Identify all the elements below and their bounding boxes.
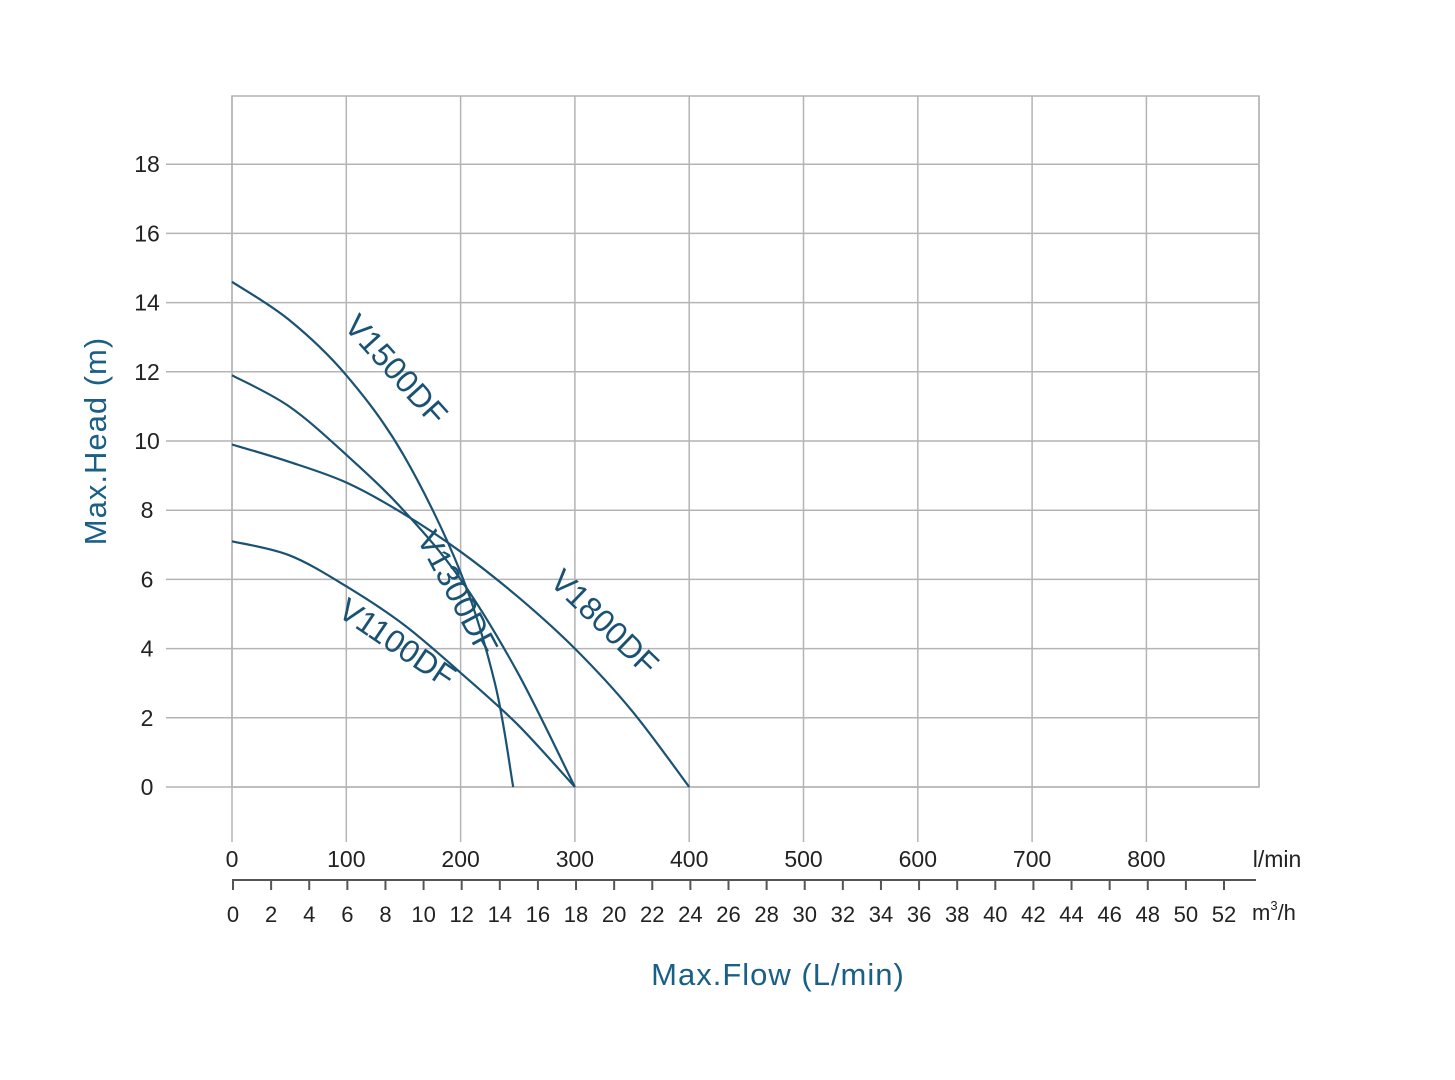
- x-tick-label: 100: [327, 846, 365, 872]
- x-tick-label: 500: [784, 846, 822, 872]
- secondary-x-tick-label: 42: [1021, 902, 1045, 927]
- secondary-x-tick-label: 34: [869, 902, 893, 927]
- y-tick-label: 6: [141, 566, 154, 592]
- series-line-v1800df: [231, 443, 691, 788]
- y-tick-label: 18: [134, 151, 160, 177]
- y-tick-label: 12: [134, 359, 160, 385]
- y-axis-title: Max.Head (m): [78, 337, 113, 545]
- secondary-x-unit-tail: /h: [1278, 900, 1296, 925]
- secondary-x-tick-label: 16: [526, 902, 550, 927]
- secondary-x-unit: m3/h: [1252, 898, 1296, 925]
- y-tick-label: 2: [141, 705, 154, 731]
- y-tick-label: 16: [134, 220, 160, 246]
- secondary-x-tick-label: 24: [678, 902, 702, 927]
- y-tick-label: 8: [141, 497, 154, 523]
- secondary-x-tick-label: 2: [265, 902, 277, 927]
- y-tick-label: 14: [134, 290, 160, 316]
- secondary-x-tick-label: 48: [1136, 902, 1160, 927]
- x-axis-ticks: 0 100 200 300 400 500 600 700 800: [226, 846, 1166, 872]
- secondary-x-unit-exponent: 3: [1270, 898, 1277, 913]
- x-tick-label: 0: [226, 846, 239, 872]
- primary-x-unit: l/min: [1253, 846, 1302, 872]
- y-tick-label: 10: [134, 428, 160, 454]
- secondary-x-tick-label: 12: [449, 902, 473, 927]
- x-tick-label: 400: [670, 846, 708, 872]
- series-label-v1500df: V1500DF: [338, 307, 455, 432]
- secondary-x-tick-label: 38: [945, 902, 969, 927]
- secondary-x-tick-label: 14: [488, 902, 512, 927]
- secondary-x-tick-label: 20: [602, 902, 626, 927]
- secondary-x-tick-label: 22: [640, 902, 664, 927]
- secondary-x-tick-label: 30: [792, 902, 816, 927]
- secondary-x-tick-label: 36: [907, 902, 931, 927]
- series-line-v1300df: [231, 374, 576, 788]
- x-axis-title: Max.Flow (L/min): [651, 957, 905, 992]
- series-line-v1100df: [231, 540, 576, 788]
- y-tick-label: 4: [141, 636, 154, 662]
- y-tick-label: 0: [141, 774, 154, 800]
- series-line-v1500df: [231, 280, 515, 788]
- secondary-x-tick-label: 4: [303, 902, 315, 927]
- secondary-x-axis: 0 2 4 6 8 10 12 14 16 18 20 22 24 26 28 30 32 34 36 38 40 42 4…: [227, 879, 1256, 927]
- secondary-x-tick-label: 18: [564, 902, 588, 927]
- secondary-x-tick-label: 50: [1174, 902, 1198, 927]
- series-label-v1800df: V1800DF: [544, 562, 666, 682]
- x-tick-label: 200: [441, 846, 479, 872]
- x-tick-label: 700: [1013, 846, 1051, 872]
- series-label-v1100df: V1100DF: [332, 591, 462, 695]
- y-axis-ticks: 0 2 4 6 8 10 12 14 16 18: [134, 151, 160, 800]
- x-tick-label: 800: [1127, 846, 1165, 872]
- secondary-x-unit-base: m: [1252, 900, 1270, 925]
- secondary-x-tick-label: 0: [227, 902, 239, 927]
- secondary-x-tick-label: 10: [411, 902, 435, 927]
- grid-lines: [166, 96, 1260, 842]
- secondary-x-tick-label: 28: [754, 902, 778, 927]
- secondary-x-tick-label: 32: [831, 902, 855, 927]
- secondary-x-tick-label: 6: [341, 902, 353, 927]
- secondary-x-tick-label: 26: [716, 902, 740, 927]
- secondary-x-tick-label: 8: [379, 902, 391, 927]
- secondary-x-tick-label: 46: [1097, 902, 1121, 927]
- x-tick-label: 600: [899, 846, 937, 872]
- secondary-x-tick-label: 44: [1059, 902, 1083, 927]
- x-tick-label: 300: [556, 846, 594, 872]
- secondary-x-tick-label: 52: [1212, 902, 1236, 927]
- secondary-x-tick-label: 40: [983, 902, 1007, 927]
